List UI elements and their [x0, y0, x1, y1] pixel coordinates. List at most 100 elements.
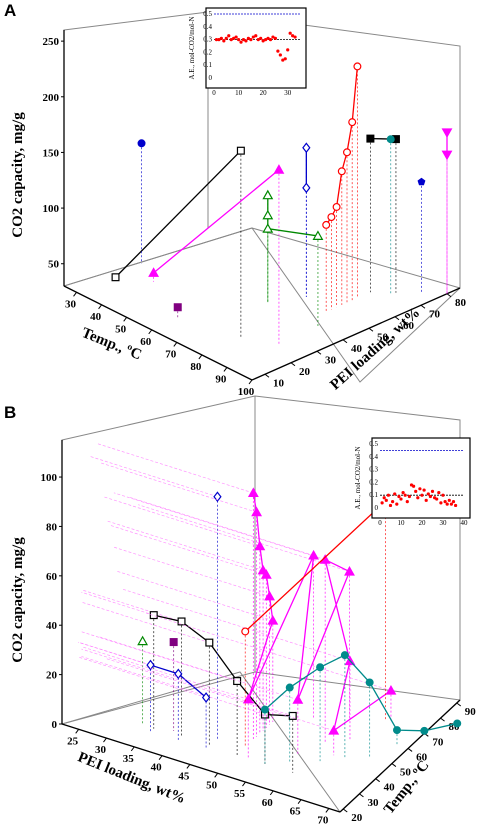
panel-b-x-tick-label: 25: [67, 735, 79, 747]
panel-b-projection-line: [81, 646, 249, 700]
panel-a-inset-data-point: [214, 38, 219, 42]
panel-b-y-tick-label: 20: [351, 812, 363, 824]
panel-a-data-point: [262, 209, 274, 220]
panel-b-inset-data-point: [393, 492, 397, 496]
panel-a-inset-x-tick-label: 0: [212, 89, 216, 97]
panel-b-inset-data-point: [439, 501, 443, 505]
panel-b-x-tick-mark: [103, 737, 107, 743]
panel-a-inset-data-point: [219, 36, 223, 40]
panel-b-inset-data-point: [397, 494, 401, 499]
panel-a-inset-data-point: [241, 38, 246, 42]
panel-b-data-point: [365, 678, 374, 687]
panel-b-data-point: [392, 726, 401, 735]
panel-b-projection-line: [100, 462, 257, 513]
panel-b-projection-line: [97, 443, 254, 494]
panel-a-y-label: PEI loading, wt%: [327, 305, 423, 394]
panel-b-x-tick-mark: [325, 808, 330, 813]
panel-b-inset-frame: [371, 437, 471, 519]
panel-b-inset-data-point: [405, 500, 409, 504]
panel-a-x-tick-mark: [73, 291, 77, 297]
panel-a-y-tick-mark: [420, 304, 426, 309]
panel-a-floor-right: [251, 227, 461, 289]
panel-b-inset-data-point: [430, 489, 435, 493]
panel-b-projection-line: [81, 601, 210, 643]
panel-b-projection-line: [104, 496, 260, 547]
panel-b-inset-data-point: [441, 493, 445, 497]
panel-b-data-point: [420, 726, 429, 735]
panel-b-inset-data-point: [424, 498, 428, 502]
panel-b-inset-data-point: [380, 501, 384, 505]
panel-a-inset-data-point: [283, 57, 287, 61]
panel-b-inset-y-tick-label: 0.3: [369, 466, 378, 474]
panel-b-inset-y-label: A.E., mol-CO2/mol-N: [354, 447, 362, 510]
panel-b-x-tick-mark: [186, 764, 191, 769]
panel-a-series-line: [115, 150, 242, 278]
panel-b-data-point: [267, 614, 279, 625]
panel-a-data-point: [343, 148, 352, 157]
panel-b-data-point: [385, 685, 397, 695]
panel-b-inset-x-tick-label: 40: [461, 519, 469, 527]
panel-a-x-tick-mark: [123, 317, 128, 322]
panel-a-inset-y-tick-label: 0.2: [203, 48, 212, 56]
panel-a-inset-data-point: [234, 35, 238, 39]
panel-b-y-tick-label: 50: [400, 767, 412, 779]
panel-a-y-axis: [251, 287, 461, 381]
panel-b-projection-line: [113, 546, 270, 597]
panel-a-inset-x-tick-label: 30: [284, 89, 292, 97]
panel-a-y-tick-mark: [264, 373, 270, 378]
panel-a-y-tick-label: 30: [325, 354, 337, 366]
panel-b-inset-data-point: [428, 494, 432, 499]
panel-a-inset-data-point: [224, 36, 228, 40]
panel-a-data-point: [332, 202, 341, 211]
panel-b-x-tick-mark: [297, 799, 302, 804]
panel-b-y-tick-label: 30: [367, 797, 379, 809]
panel-a-data-point: [327, 213, 336, 222]
panel-b-inset-data-point: [435, 497, 439, 501]
panel-b-inset-data-point: [407, 494, 411, 499]
panel-a-inset-data-point: [249, 38, 253, 42]
panel-a-data-point: [137, 139, 146, 148]
panel-a-data-point: [441, 150, 453, 161]
panel-a-inset-data-point: [246, 36, 250, 40]
panel-b-inset-data-point: [426, 492, 430, 496]
panel-b-projection-line: [89, 455, 218, 498]
panel-b-projection-line: [81, 589, 182, 622]
panel-b-y-tick-mark: [359, 793, 364, 798]
panel-a-data-point: [337, 167, 346, 176]
panel-b-inset-y-tick-label: 0.5: [369, 440, 378, 448]
panel-b-data-point: [201, 692, 211, 703]
panel-a-inset-data-point: [236, 38, 241, 42]
panel-b-data-point: [340, 651, 349, 660]
panel-b-projection-line: [121, 588, 351, 662]
panel-a-inset-data-point: [278, 53, 282, 57]
panel-b-inset-data-point: [451, 500, 456, 504]
panel-a-data-point: [386, 135, 395, 144]
panel-b-inset-data-point: [412, 484, 416, 488]
panel-b-x-tick-label: 55: [234, 788, 246, 800]
panel-b-inset-data-point: [422, 488, 426, 492]
panel-a-x-tick-label: 80: [190, 361, 202, 373]
panel-a-inset-data-point: [264, 38, 268, 42]
panel-a-inset-data-point: [222, 39, 226, 43]
panel-a-x-tick-label: 70: [165, 348, 177, 360]
panel-a-z-ticks: 50 100 150 200 250: [43, 36, 64, 271]
panel-b-data-point: [308, 549, 320, 560]
panel-b-y-tick-label: 90: [465, 706, 477, 718]
panel-a-x-label: Temp., ºC: [79, 325, 144, 363]
panel-a-y-tick-mark: [446, 293, 452, 298]
panel-b-inset-data-point: [399, 497, 403, 501]
panel-b-inset-data-point: [449, 502, 453, 506]
panel-b-data-point: [251, 506, 263, 517]
panel-b-projection-line: [110, 525, 267, 576]
panel-a-inset-data-point: [268, 38, 273, 42]
panel-a-inset-data-point: [261, 39, 265, 43]
panel-b-projection-line: [81, 591, 154, 616]
panel-b-y-tick-label: 40: [384, 782, 396, 794]
panel-b-series-line: [153, 614, 293, 717]
panel-a-inset-y-tick-label: 0: [209, 74, 213, 82]
panel-a-x-tick-label: 50: [115, 323, 127, 335]
panel-b-projection-line: [130, 497, 314, 556]
panel-a-inset-data-point: [259, 36, 263, 40]
panel-a-data-point: [417, 177, 426, 186]
